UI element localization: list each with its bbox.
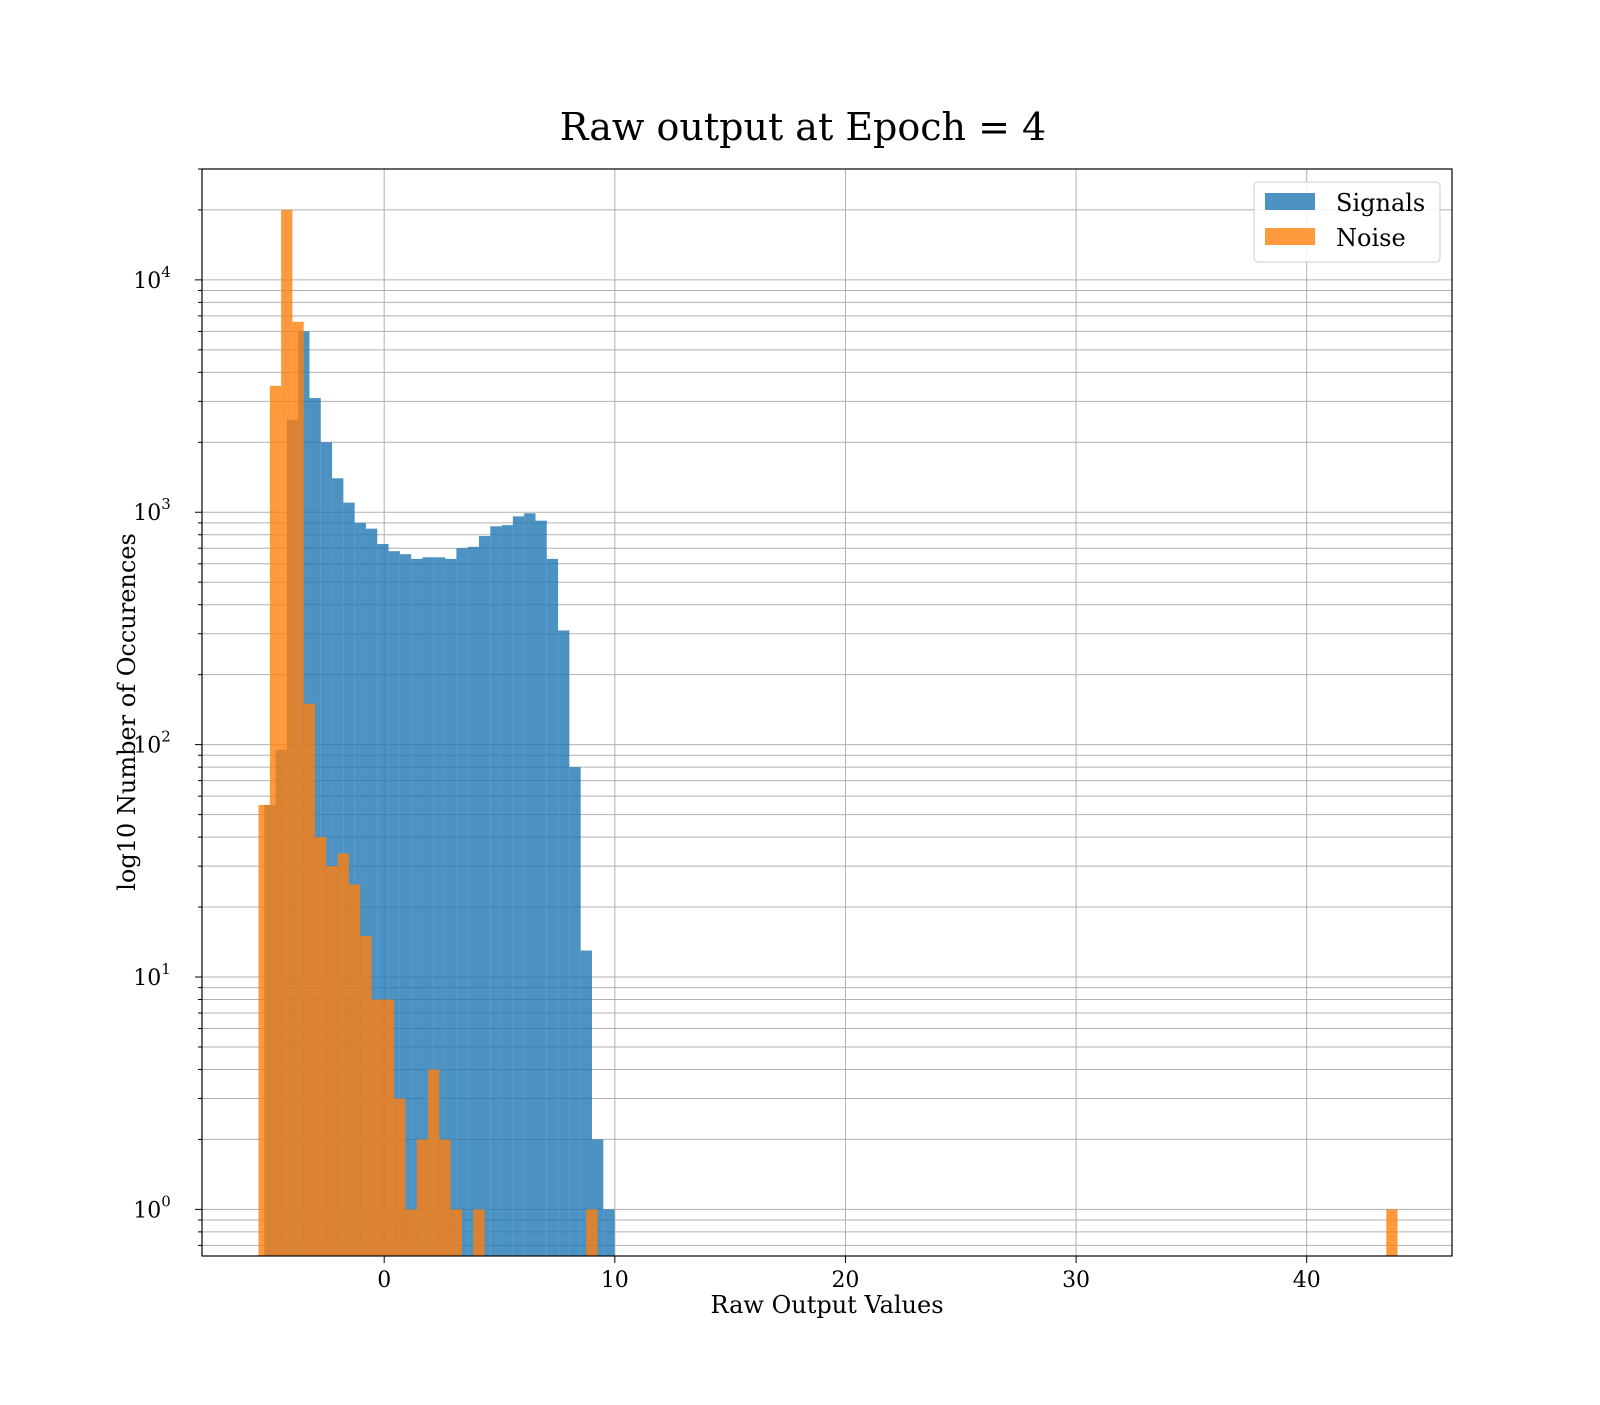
y-tick-label: 101 xyxy=(133,960,171,991)
histogram-bar xyxy=(512,516,525,1256)
histogram-bar xyxy=(467,546,479,1256)
y-tick-label: 103 xyxy=(133,495,171,526)
histogram-bar xyxy=(343,502,355,1256)
x-tick-label: 40 xyxy=(1293,1268,1321,1293)
histogram-bar xyxy=(1386,1209,1398,1256)
legend: Signals Noise xyxy=(1253,181,1441,263)
histogram-bar xyxy=(546,558,559,1256)
histogram-bar xyxy=(501,525,513,1256)
histogram-bar xyxy=(348,884,361,1256)
histogram-bar xyxy=(535,520,547,1256)
y-tick-label: 104 xyxy=(133,263,171,294)
histogram-bar xyxy=(309,398,321,1256)
histogram-bar xyxy=(399,554,412,1256)
histogram-bar xyxy=(445,558,457,1256)
histogram-bar xyxy=(490,526,502,1256)
histogram-bar xyxy=(450,1209,462,1256)
x-tick-label: 20 xyxy=(831,1268,859,1293)
histogram-bar xyxy=(292,321,304,1256)
histogram-bar xyxy=(320,442,333,1256)
histogram-bar xyxy=(411,558,423,1256)
legend-label-signals: Signals xyxy=(1336,189,1425,217)
histogram-bar xyxy=(456,548,468,1256)
histogram-bar xyxy=(416,1139,429,1256)
histogram-bar xyxy=(377,544,389,1256)
histogram-bar xyxy=(371,999,383,1256)
histogram-bar xyxy=(394,1098,406,1256)
histogram-bar xyxy=(258,804,270,1256)
histogram-bar xyxy=(281,209,293,1257)
plot-frame xyxy=(201,168,1453,1257)
legend-swatch-noise xyxy=(1265,228,1315,245)
histogram-bar xyxy=(586,1209,598,1256)
histogram-bars xyxy=(258,209,1398,1257)
histogram-bar xyxy=(360,936,372,1256)
histogram-bar xyxy=(269,385,282,1257)
x-tick-label: 10 xyxy=(601,1268,629,1293)
legend-label-noise: Noise xyxy=(1336,224,1406,252)
histogram-bar xyxy=(337,853,349,1256)
histogram-bar xyxy=(580,950,592,1256)
histogram-bar xyxy=(524,513,536,1256)
y-axis-label: log10 Number of Occurences xyxy=(113,533,141,891)
x-tick-label: 0 xyxy=(377,1268,391,1293)
histogram-bar xyxy=(405,1209,417,1256)
chart-title: Raw output at Epoch = 4 xyxy=(560,105,1046,149)
x-tick-label: 30 xyxy=(1062,1268,1090,1293)
histogram-bar xyxy=(428,1069,440,1256)
histogram-bar xyxy=(603,1209,615,1256)
histogram-bar xyxy=(388,551,400,1256)
histogram-bar xyxy=(439,1139,451,1256)
histogram-bar xyxy=(473,1209,485,1256)
histogram-bar xyxy=(558,630,570,1256)
histogram-bar xyxy=(365,528,378,1256)
histogram-bar xyxy=(422,557,434,1256)
histogram-bar xyxy=(303,703,316,1256)
histogram-bar xyxy=(326,866,338,1256)
y-tick-label: 100 xyxy=(133,1192,171,1223)
y-tick-label: 102 xyxy=(133,728,171,759)
histogram-bar xyxy=(433,557,446,1256)
histogram-bar xyxy=(315,837,327,1256)
histogram-bar xyxy=(569,767,581,1256)
histogram-bar xyxy=(478,536,491,1256)
histogram-bar xyxy=(354,522,366,1256)
axis-ticks: 0 10 20 30 40 100 101 102 103 104 xyxy=(133,168,1321,1293)
histogram-bar xyxy=(591,1139,604,1256)
histogram-bar xyxy=(382,999,395,1256)
x-axis-label: Raw Output Values xyxy=(710,1291,943,1319)
series-noise xyxy=(258,209,1398,1257)
legend-swatch-signals xyxy=(1265,193,1315,210)
